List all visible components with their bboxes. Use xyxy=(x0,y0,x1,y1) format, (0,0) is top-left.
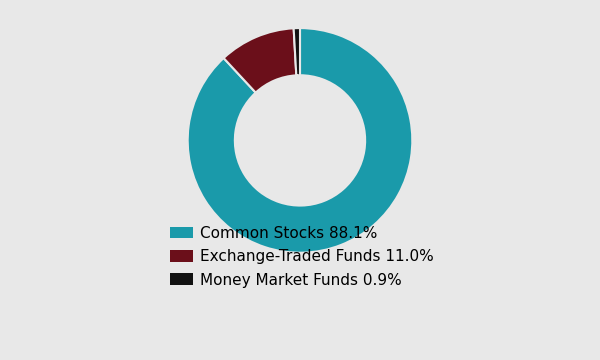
Legend: Common Stocks 88.1%, Exchange-Traded Funds 11.0%, Money Market Funds 0.9%: Common Stocks 88.1%, Exchange-Traded Fun… xyxy=(170,226,434,288)
Wedge shape xyxy=(224,28,296,93)
Wedge shape xyxy=(293,28,300,75)
Wedge shape xyxy=(188,28,412,253)
